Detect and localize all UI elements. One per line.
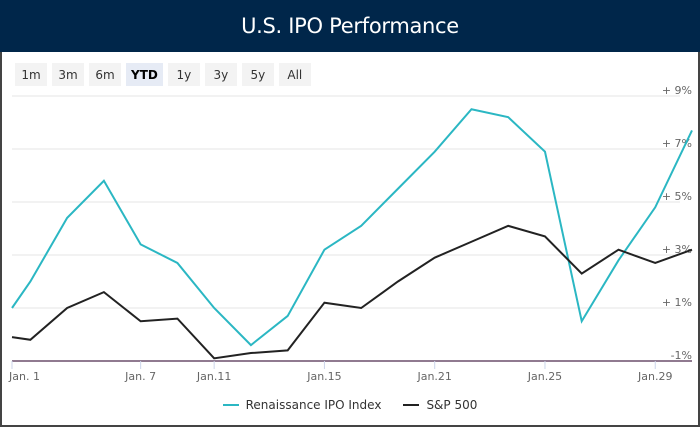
range-button-ytd[interactable]: YTD	[126, 63, 163, 86]
x-tick-label: Jan.29	[637, 370, 672, 383]
legend-label: Renaissance IPO Index	[245, 398, 382, 412]
range-button-5y[interactable]: 5y	[241, 63, 274, 86]
range-button-1m[interactable]: 1m	[15, 63, 47, 86]
x-tick-label: Jan.11	[196, 370, 231, 383]
range-button-6m[interactable]: 6m	[89, 63, 121, 86]
y-tick-label: -1%	[671, 349, 692, 362]
chart-header: U.S. IPO Performance	[0, 0, 700, 52]
x-tick-label: Jan. 7	[124, 370, 156, 383]
legend-swatch	[222, 404, 239, 406]
legend-item-renaissance-ipo[interactable]: Renaissance IPO Index	[222, 398, 382, 412]
range-button-3m[interactable]: 3m	[52, 63, 84, 86]
legend: Renaissance IPO Index S&P 500	[0, 398, 700, 412]
range-selector: 1m 3m 6m YTD 1y 3y 5y All	[15, 63, 312, 86]
y-tick-label: + 1%	[662, 296, 692, 309]
range-button-all[interactable]: All	[278, 63, 311, 86]
x-tick-label: Jan.21	[416, 370, 451, 383]
x-tick-label: Jan.15	[306, 370, 341, 383]
x-tick-label: Jan. 1	[8, 370, 40, 383]
legend-swatch	[403, 404, 420, 406]
chart-title: U.S. IPO Performance	[241, 14, 459, 38]
legend-label: S&P 500	[426, 398, 478, 412]
y-tick-label: + 5%	[662, 190, 692, 203]
series-line-sp500	[11, 224, 693, 360]
range-button-1y[interactable]: 1y	[167, 63, 200, 86]
line-chart: + 9%+ 7%+ 5%+ 3%+ 1%-1%Jan. 1 Jan. 7 Jan.1…	[8, 84, 693, 383]
y-tick-label: + 3%	[662, 243, 692, 256]
series-line-renaissance-ipo	[11, 108, 693, 347]
range-button-3y[interactable]: 3y	[204, 63, 237, 86]
x-tick-label: Jan.25	[527, 370, 562, 383]
legend-item-sp500[interactable]: S&P 500	[403, 398, 477, 412]
y-tick-label: + 9%	[662, 84, 692, 97]
